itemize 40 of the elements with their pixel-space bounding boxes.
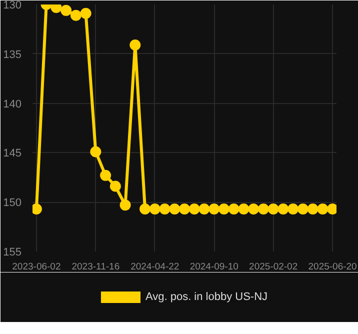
point (159, 204, 170, 215)
point (297, 204, 308, 215)
point (278, 204, 289, 215)
point (130, 40, 141, 50)
point (80, 8, 92, 19)
point (238, 204, 250, 215)
point (149, 204, 160, 215)
x-tick-label: 2024-04-22 (130, 262, 180, 272)
y-tick-label: 155 (3, 246, 22, 258)
point (198, 204, 210, 215)
point (307, 204, 318, 215)
point (70, 10, 82, 21)
y-tick-label: 140 (3, 98, 22, 110)
point (258, 204, 269, 215)
point (179, 204, 190, 215)
point (90, 146, 102, 158)
point (110, 180, 121, 192)
point (169, 204, 180, 215)
point (218, 204, 230, 215)
point (140, 204, 151, 215)
y-tick-label: 145 (3, 148, 22, 160)
point (60, 4, 72, 16)
point (228, 204, 240, 215)
x-tick-label: 2023-06-02 (12, 262, 61, 272)
point (248, 204, 260, 215)
x-tick-label: 2024-09-10 (190, 262, 238, 272)
x-tick-label: 2025-06-20 (308, 262, 357, 272)
point (120, 200, 131, 211)
y-tick-label: 130 (3, 0, 22, 12)
legend-label: Avg. pos. in lobby US-NJ (145, 291, 268, 303)
point (188, 204, 200, 215)
x-tick-label: 2023-11-16 (72, 262, 120, 272)
y-tick-label: 135 (3, 48, 22, 61)
point (208, 204, 220, 215)
point (288, 204, 299, 215)
point (317, 204, 328, 215)
x-tick-label: 2025-02-02 (249, 262, 298, 272)
point (268, 204, 279, 215)
point (100, 170, 112, 181)
y-tick-label: 150 (3, 197, 22, 210)
